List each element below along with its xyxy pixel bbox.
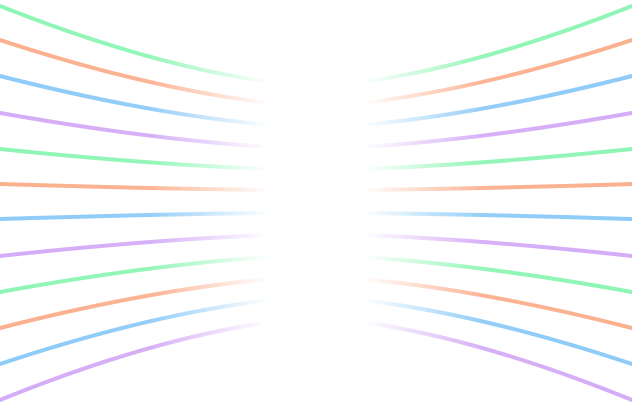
right-stripe-group xyxy=(360,4,632,402)
left-stripe-group xyxy=(0,4,272,402)
stripe-left-5-green xyxy=(0,147,272,171)
stripe-right-4-purple xyxy=(360,111,632,149)
stripe-left-1-green xyxy=(0,4,272,84)
stripe-left-11-blue xyxy=(0,298,272,366)
stripe-right-1-green xyxy=(360,4,632,84)
stripe-right-7-blue xyxy=(360,211,632,221)
stripe-left-10-orange xyxy=(0,277,272,330)
stripe-left-7-blue xyxy=(0,211,272,221)
stripe-left-6-orange xyxy=(0,182,272,192)
stripe-left-3-blue xyxy=(0,74,272,127)
stripe-left-9-green xyxy=(0,255,272,294)
stripe-left-2-orange xyxy=(0,38,272,105)
stripe-right-12-purple xyxy=(360,320,632,402)
stripe-right-2-orange xyxy=(360,38,632,105)
stripe-right-11-blue xyxy=(360,298,632,366)
stripe-left-12-purple xyxy=(0,320,272,402)
stripe-right-8-purple xyxy=(360,233,632,258)
stripe-right-5-green xyxy=(360,147,632,171)
stripe-right-10-orange xyxy=(360,277,632,330)
stripe-left-4-purple xyxy=(0,111,272,149)
stripe-right-9-green xyxy=(360,255,632,294)
stripe-right-6-orange xyxy=(360,182,632,192)
stripe-left-8-purple xyxy=(0,233,272,258)
stripe-right-3-blue xyxy=(360,74,632,127)
